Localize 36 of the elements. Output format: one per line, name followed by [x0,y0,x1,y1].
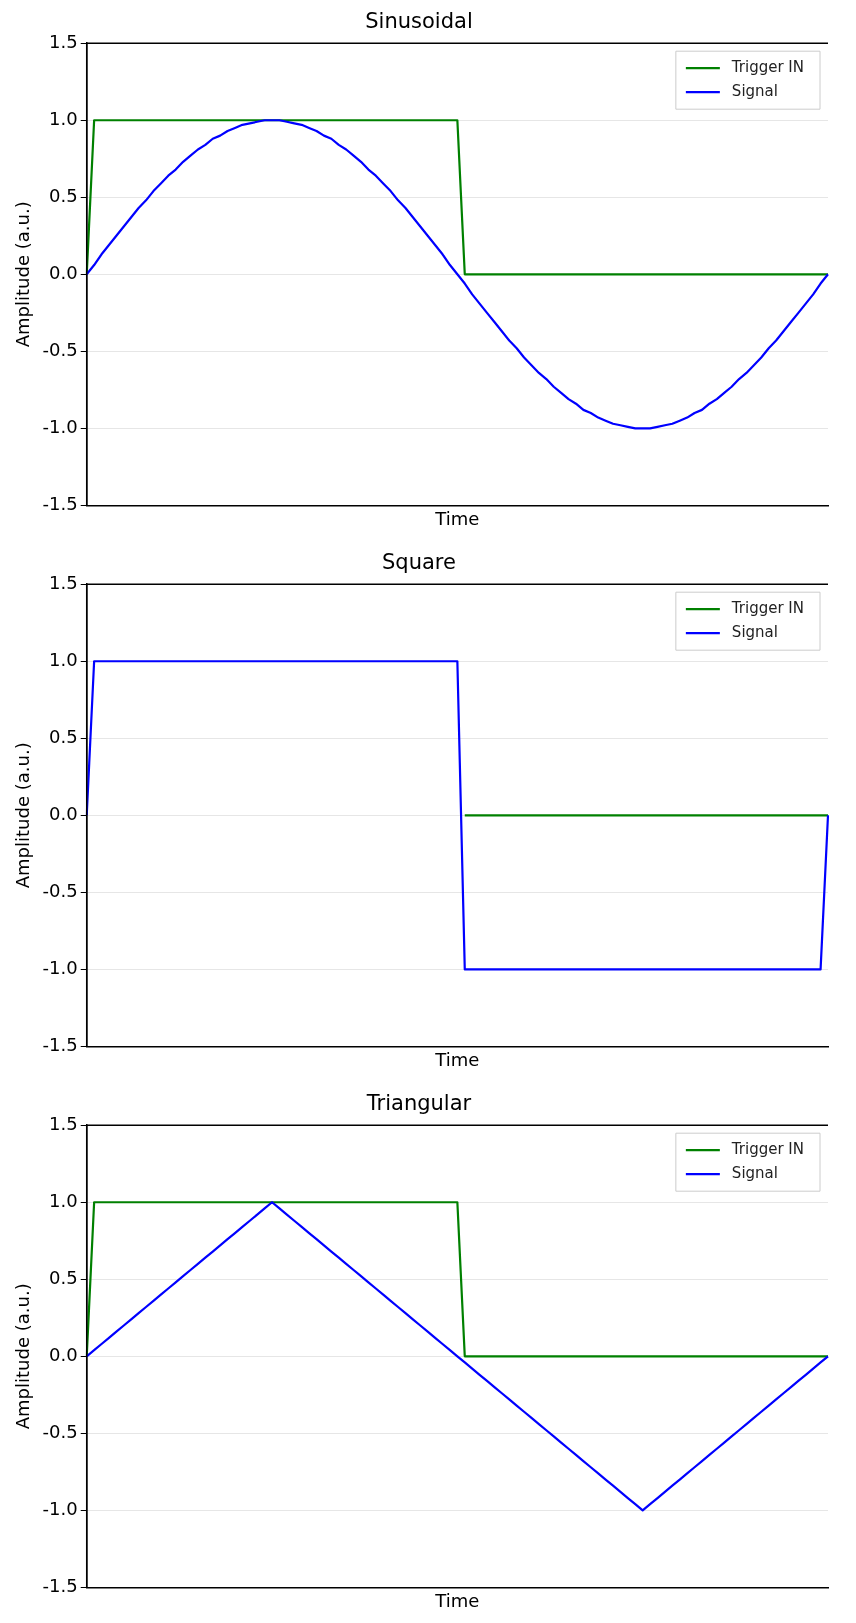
legend-label: Trigger IN [730,1140,805,1159]
y-tick-label: 0.0 [49,261,78,283]
x-axis-title: Time [434,507,480,529]
y-tick-label: -1.5 [42,493,78,515]
y-tick-label: 1.0 [49,1189,78,1211]
y-axis-title: Amplitude (a.u.) [12,1283,34,1430]
y-tick-label: 1.5 [49,30,78,52]
y-tick-label: -1.0 [42,416,78,438]
chart-title: Triangular [365,1091,472,1116]
chart-title: Sinusoidal [365,9,473,34]
y-tick-label: -1.5 [42,1575,78,1597]
legend-label: Signal [731,1164,778,1183]
y-tick-label: -0.5 [42,880,78,902]
y-axis-title: Amplitude (a.u.) [12,201,34,348]
y-tick-label: -0.5 [42,339,78,361]
legend-label: Trigger IN [730,599,805,618]
y-tick-label: 1.0 [49,107,78,129]
y-tick-label: -1.0 [42,957,78,979]
legend-label: Signal [731,623,778,642]
y-tick-label: 1.5 [49,1112,78,1134]
y-tick-label: 0.0 [49,802,78,824]
y-tick-label: 1.0 [49,648,78,670]
y-tick-label: -0.5 [42,1421,78,1443]
legend-label: Signal [731,82,778,101]
chart-title: Square [382,550,456,575]
legend-label: Trigger IN [730,58,805,77]
y-tick-label: 0.5 [49,184,78,206]
y-tick-label: 1.5 [49,571,78,593]
y-tick-label: 0.5 [49,1266,78,1288]
y-tick-label: 0.5 [49,725,78,747]
y-tick-label: -1.5 [42,1034,78,1056]
x-axis-title: Time [434,1048,480,1070]
y-tick-label: -1.0 [42,1498,78,1520]
x-axis-title: Time [434,1589,480,1611]
y-axis-title: Amplitude (a.u.) [12,742,34,889]
y-tick-label: 0.0 [49,1343,78,1365]
